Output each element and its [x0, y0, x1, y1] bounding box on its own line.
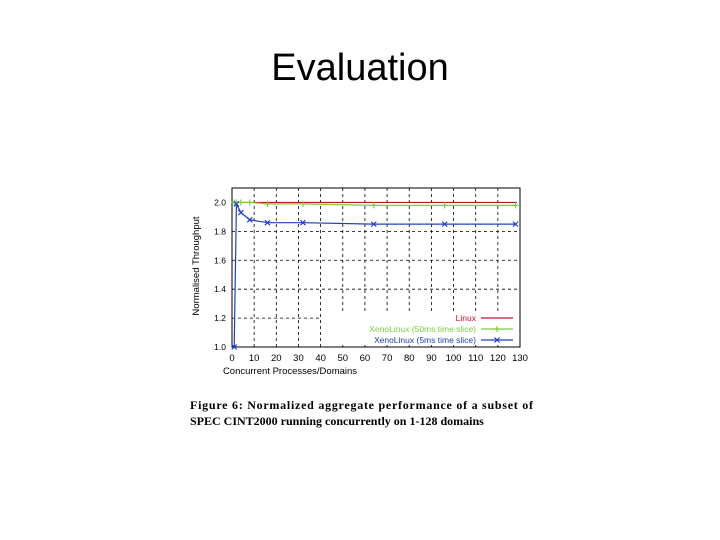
- y-axis-label: Normalised Throughput: [191, 216, 202, 315]
- x-tick-label: 90: [426, 353, 437, 364]
- legend-marker: [494, 337, 500, 343]
- x-tick-label: 60: [360, 353, 371, 364]
- slide-title: Evaluation: [271, 47, 448, 89]
- data-point: [370, 202, 377, 209]
- x-tick-label: 40: [315, 353, 326, 364]
- legend-label: XenoLinux (50ms time slice): [369, 324, 476, 334]
- data-point: [512, 221, 519, 228]
- y-tick-label: 1.6: [214, 255, 226, 265]
- legend-label: Linux: [456, 313, 477, 323]
- legend-bg: [322, 334, 519, 345]
- data-point: [441, 202, 448, 209]
- data-point: [299, 219, 306, 226]
- x-tick-label: 20: [271, 353, 282, 364]
- legend-label: XenoLinux (5ms time slice): [374, 335, 476, 345]
- data-point: [441, 221, 448, 228]
- data-point: [233, 200, 240, 207]
- x-tick-label: 70: [382, 353, 393, 364]
- x-tick-label: 110: [468, 353, 483, 364]
- y-tick-label: 1.8: [214, 226, 226, 236]
- data-point: [264, 200, 271, 207]
- data-point: [512, 202, 519, 209]
- x-tick-label: 30: [293, 353, 304, 364]
- data-point: [264, 219, 271, 226]
- data-point: [237, 209, 244, 216]
- x-tick-label: 130: [512, 353, 528, 364]
- x-tick-label: 10: [249, 353, 260, 364]
- data-point: [231, 344, 238, 350]
- caption-line: SPEC CINT2000 running concurrently on 1-…: [190, 414, 484, 428]
- caption-line: Figure 6: Normalized aggregate performan…: [190, 398, 534, 412]
- x-axis-label: Concurrent Processes/Domains: [223, 366, 357, 377]
- x-tick-label: 100: [446, 353, 462, 364]
- x-tick-label: 120: [490, 353, 506, 364]
- plot-frame: [231, 187, 521, 348]
- x-tick-label: 80: [404, 353, 415, 364]
- data-point: [237, 199, 244, 206]
- y-tick-label: 2.0: [214, 197, 226, 207]
- x-tick-label: 0: [229, 353, 234, 364]
- legend-bg: [322, 312, 519, 323]
- data-point: [246, 199, 253, 206]
- x-tick-label: 50: [337, 353, 348, 364]
- data-point: [246, 216, 253, 223]
- y-tick-label: 1.2: [214, 313, 226, 323]
- legend-bg: [322, 323, 519, 334]
- legend-marker: [494, 326, 500, 332]
- y-tick-label: 1.0: [214, 342, 226, 352]
- data-point: [299, 200, 306, 207]
- data-point: [370, 221, 377, 228]
- y-tick-label: 1.4: [214, 284, 226, 294]
- plot: 1.0 1.2 1.4 1.6 1.8 2.0 0 10 20 30 40 50 60 70 80 90 100…: [214, 187, 528, 364]
